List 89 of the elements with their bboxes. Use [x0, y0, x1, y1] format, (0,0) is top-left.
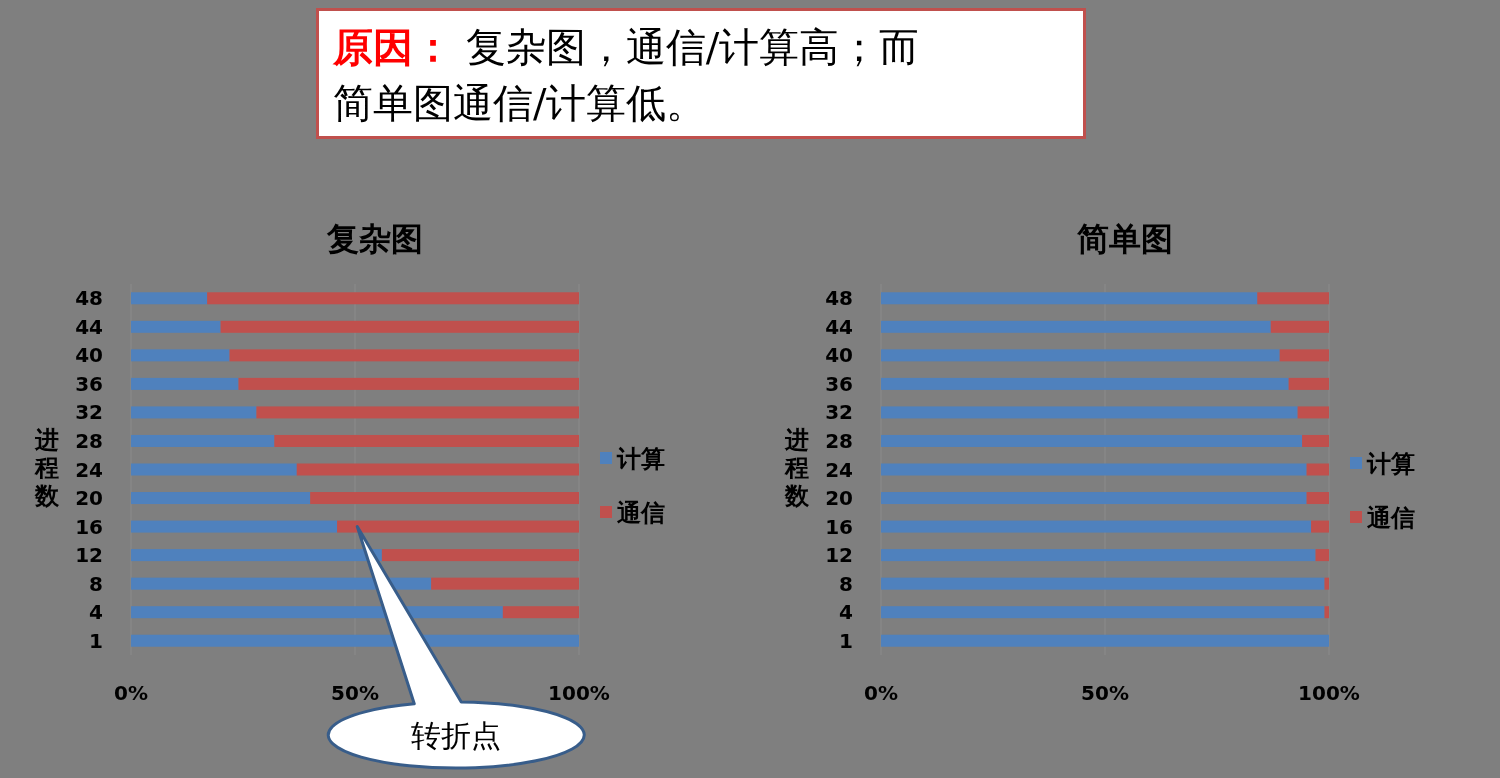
- bar: [881, 492, 1307, 505]
- bar: [131, 634, 579, 647]
- bar: [1311, 520, 1329, 533]
- legend-label: 通信: [1366, 504, 1415, 532]
- legend-label: 通信: [616, 499, 665, 527]
- y-tick-label: 44: [825, 314, 853, 339]
- y-tick-label: 40: [825, 343, 853, 368]
- bar: [1315, 549, 1329, 562]
- y-tick-label: 12: [75, 543, 103, 568]
- bar: [1302, 434, 1329, 447]
- y-tick-label: 40: [75, 343, 103, 368]
- bar: [1306, 492, 1329, 505]
- bar: [131, 520, 338, 533]
- y-tick-label: 1: [839, 628, 853, 653]
- y-tick-label: 24: [75, 457, 103, 482]
- legend-label: 计算: [1366, 450, 1415, 478]
- y-tick-label: 16: [825, 514, 853, 539]
- bar: [296, 463, 579, 476]
- y-tick-label: 12: [825, 543, 853, 568]
- bar: [881, 349, 1280, 362]
- bar: [256, 406, 579, 419]
- x-tick-label: 0%: [114, 681, 148, 705]
- y-tick-label: 32: [75, 400, 103, 425]
- bar: [131, 406, 257, 419]
- y-tick-label: 8: [839, 571, 853, 596]
- legend-label: 计算: [616, 445, 665, 473]
- bar: [207, 292, 579, 305]
- y-tick-label: 36: [825, 371, 853, 396]
- bar: [131, 320, 221, 333]
- bar: [1288, 377, 1329, 390]
- bar: [1279, 349, 1329, 362]
- bar: [881, 377, 1289, 390]
- bar: [881, 577, 1325, 590]
- y-tick-label: 28: [825, 428, 853, 453]
- bar: [1270, 320, 1329, 333]
- x-tick-label: 50%: [331, 681, 379, 705]
- bar: [131, 463, 297, 476]
- bar: [881, 292, 1258, 305]
- x-tick-label: 100%: [548, 681, 610, 705]
- bar: [1297, 406, 1329, 419]
- chart-title: 复杂图: [326, 220, 423, 258]
- bar: [131, 434, 275, 447]
- bar: [229, 349, 579, 362]
- bar: [131, 349, 230, 362]
- y-tick-label: 20: [75, 486, 103, 511]
- y-tick-label: 20: [825, 486, 853, 511]
- y-tick-label: 4: [839, 600, 853, 625]
- bar: [274, 434, 579, 447]
- bar: [1257, 292, 1329, 305]
- bar: [881, 634, 1329, 647]
- bar: [238, 377, 579, 390]
- bar: [881, 434, 1303, 447]
- bar: [220, 320, 579, 333]
- bar: [881, 463, 1307, 476]
- y-tick-label: 28: [75, 428, 103, 453]
- bar: [881, 520, 1312, 533]
- bar: [131, 492, 311, 505]
- bar: [131, 606, 503, 619]
- y-tick-label: 8: [89, 571, 103, 596]
- y-tick-label: 24: [825, 457, 853, 482]
- text: 原因： 复杂图，通信/计算高；而简单图通信/计算低。: [333, 22, 921, 128]
- bar: [881, 406, 1298, 419]
- y-tick-label: 32: [825, 400, 853, 425]
- y-axis-title: 进程数: [34, 426, 60, 510]
- bar: [1306, 463, 1329, 476]
- y-tick-label: 44: [75, 314, 103, 339]
- y-tick-label: 48: [75, 286, 103, 311]
- bar: [881, 320, 1271, 333]
- bar: [881, 549, 1316, 562]
- y-tick-label: 1: [89, 628, 103, 653]
- bar: [381, 549, 579, 562]
- bar: [310, 492, 579, 505]
- x-tick-label: 0%: [864, 681, 898, 705]
- bar: [131, 577, 432, 590]
- x-tick-label: 100%: [1298, 681, 1360, 705]
- chart-title: 简单图: [1076, 220, 1173, 258]
- bar: [131, 377, 239, 390]
- y-tick-label: 4: [89, 600, 103, 625]
- bar: [502, 606, 579, 619]
- bar: [131, 549, 382, 562]
- y-tick-label: 36: [75, 371, 103, 396]
- y-tick-label: 16: [75, 514, 103, 539]
- x-tick-label: 50%: [1081, 681, 1129, 705]
- y-tick-label: 48: [825, 286, 853, 311]
- bar: [431, 577, 579, 590]
- bar: [337, 520, 579, 533]
- y-axis-title: 进程数: [784, 426, 810, 510]
- bar: [881, 606, 1325, 619]
- bar: [131, 292, 208, 305]
